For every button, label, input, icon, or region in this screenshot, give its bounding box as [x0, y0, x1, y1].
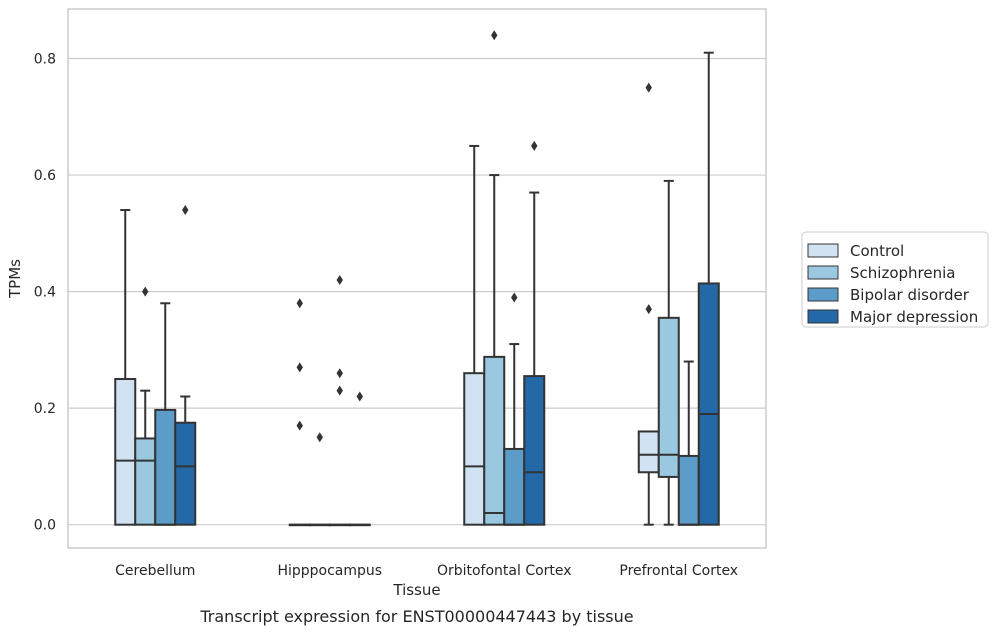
- y-tick-label: 0.4: [34, 285, 56, 301]
- outlier-point: [296, 420, 303, 431]
- y-tick-label: 0.0: [34, 518, 56, 534]
- box-1-1: [308, 432, 331, 527]
- x-axis-ticks: Cerebellum Hipppocampus Orbitofontal Corte…: [115, 563, 738, 579]
- box-2-1: [328, 274, 351, 527]
- outlier-point: [296, 362, 303, 373]
- outlier-point: [336, 385, 343, 396]
- box-3-2: [523, 140, 546, 526]
- legend-label: Control: [850, 242, 904, 260]
- outlier-point: [336, 274, 343, 285]
- box-body: [503, 447, 526, 526]
- x-tick-label: Cerebellum: [115, 563, 195, 579]
- chart-caption: Transcript expression for ENST0000044744…: [199, 607, 633, 626]
- outlier-point: [182, 205, 189, 216]
- x-tick-label: Prefrontal Cortex: [619, 563, 738, 579]
- box-2-0: [154, 302, 177, 526]
- legend: Control Schizophrenia Bipolar disorder Majo…: [801, 231, 989, 328]
- x-axis-title: Tissue: [392, 581, 440, 599]
- legend-frame: [801, 231, 989, 328]
- box-body: [483, 355, 506, 526]
- box-2-2: [503, 292, 526, 526]
- box-3-0: [174, 205, 197, 526]
- box-1-3: [657, 179, 680, 526]
- y-tick-label: 0.2: [34, 401, 56, 417]
- outlier-point: [336, 368, 343, 379]
- box-body: [523, 375, 546, 526]
- box-body: [174, 421, 197, 526]
- legend-swatch: [807, 309, 839, 324]
- plot-frame: [67, 8, 767, 549]
- box-body: [677, 454, 700, 526]
- legend-swatch: [807, 287, 839, 302]
- y-tick-label: 0.8: [34, 52, 56, 68]
- outlier-point: [511, 292, 518, 303]
- x-tick-label: Orbitofontal Cortex: [437, 563, 572, 579]
- box-1-0: [134, 286, 157, 526]
- box-plot-series: [114, 30, 720, 527]
- box-body: [463, 372, 486, 526]
- box-body: [134, 437, 157, 526]
- outlier-point: [645, 304, 652, 315]
- y-tick-label: 0.6: [34, 168, 56, 184]
- box-0-0: [114, 209, 137, 526]
- box-2-3: [677, 360, 700, 526]
- box-body: [114, 378, 137, 526]
- outlier-point: [356, 391, 363, 402]
- box-body: [637, 430, 660, 474]
- legend-label: Bipolar disorder: [850, 286, 970, 304]
- outlier-point: [645, 82, 652, 93]
- y-axis-ticks: 0.0 0.2 0.4 0.6 0.8: [34, 52, 56, 534]
- outlier-point: [296, 298, 303, 309]
- box-3-1: [348, 391, 371, 527]
- box-body: [697, 282, 720, 526]
- legend-swatch: [807, 243, 839, 258]
- outlier-point: [316, 432, 323, 443]
- legend-label: Schizophrenia: [850, 264, 955, 282]
- legend-label: Major depression: [850, 308, 978, 326]
- legend-swatch: [807, 265, 839, 280]
- x-tick-label: Hipppocampus: [277, 563, 382, 579]
- box-1-2: [483, 30, 506, 526]
- outlier-point: [491, 30, 498, 41]
- box-0-3: [637, 82, 660, 526]
- outlier-point: [531, 140, 538, 151]
- box-0-2: [463, 144, 486, 526]
- box-0-1: [288, 298, 311, 527]
- box-body: [154, 408, 177, 526]
- outlier-point: [142, 286, 149, 297]
- y-axis-title: TPMs: [6, 259, 24, 299]
- box-3-3: [697, 51, 720, 526]
- box-body: [657, 316, 680, 478]
